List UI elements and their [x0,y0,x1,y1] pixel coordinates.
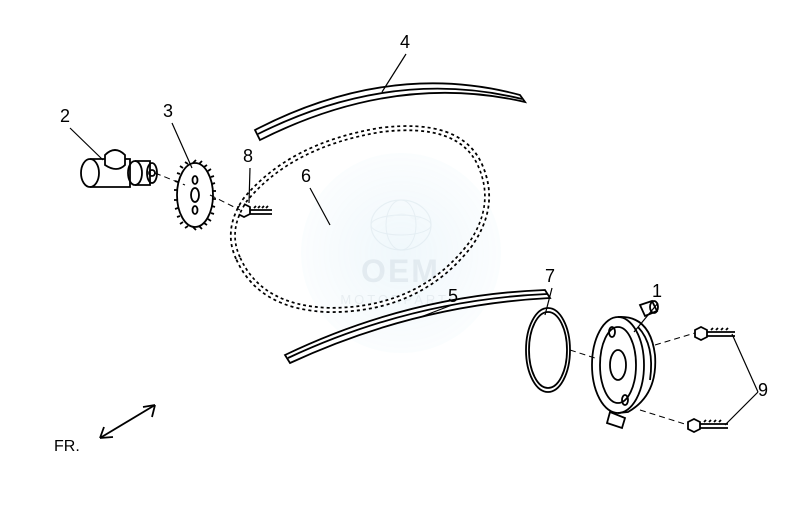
callout-2: 2 [60,106,70,127]
callout-7: 7 [545,266,555,287]
callout-8: 8 [243,146,253,167]
front-label: FR. [54,438,80,456]
diagram-container: OEM MOTORPARTS [0,0,801,505]
part-tensioner [592,301,658,428]
part-bolt-9-upper [695,327,735,340]
front-arrow-icon [100,405,155,438]
callout-3: 3 [163,101,173,122]
callout-6: 6 [301,166,311,187]
parts-svg [0,0,801,505]
part-chain-guide-upper [255,83,525,140]
callout-9: 9 [758,380,768,401]
callout-5: 5 [448,286,458,307]
part-o-ring [526,308,570,392]
part-timing-chain [233,128,487,310]
part-sprocket [174,160,216,230]
part-chain-guide-lower [285,290,550,363]
part-bolt-9-lower [688,419,728,432]
part-camshaft [81,150,157,187]
callout-1: 1 [652,281,662,302]
callout-4: 4 [400,32,410,53]
